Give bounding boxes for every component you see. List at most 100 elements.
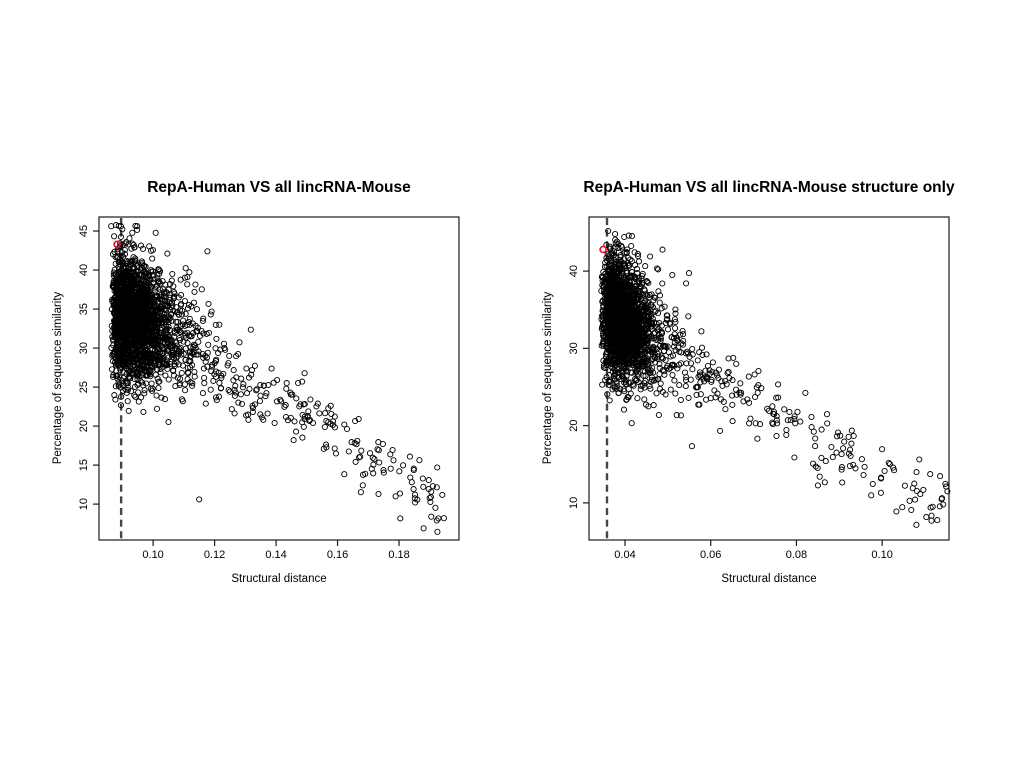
scatter-point (607, 348, 615, 355)
scatter-point (126, 235, 133, 242)
scatter-point (374, 446, 381, 453)
scatter-point (681, 369, 689, 376)
scatter-point (265, 381, 272, 389)
scatter-point (293, 395, 300, 402)
scatter-point (164, 338, 171, 345)
scatter-point (170, 372, 178, 379)
scatter-point (200, 315, 207, 322)
scatter-point (598, 342, 605, 349)
y-tick-label: 20 (78, 420, 90, 432)
scatter-point (912, 496, 919, 503)
scatter-point (847, 446, 854, 453)
scatter-point (123, 239, 130, 246)
scatter-point (156, 355, 163, 362)
scatter-point (147, 363, 155, 370)
scatter-point (709, 359, 716, 366)
scatter-point (891, 467, 898, 474)
scatter-point (664, 362, 671, 370)
scatter-point (169, 354, 176, 361)
scatter-point (685, 313, 692, 320)
scatter-point (879, 446, 886, 453)
scatter-point (711, 387, 718, 394)
x-axis-title: Structural distance (231, 573, 326, 585)
scatter-point (647, 323, 654, 330)
scatter-point (838, 464, 845, 471)
scatter-point (143, 323, 150, 330)
scatter-point (173, 355, 180, 362)
scatter-point (321, 423, 328, 431)
scatter-point (626, 310, 633, 317)
scatter-point (123, 308, 130, 315)
scatter-point (128, 388, 135, 395)
scatter-point (639, 272, 646, 280)
scatter-point (783, 426, 790, 434)
scatter-point (184, 340, 191, 347)
scatter-point (201, 374, 208, 381)
scatter-point (228, 406, 235, 413)
scatter-point (654, 324, 661, 331)
scatter-point (916, 456, 923, 463)
scatter-point (110, 373, 117, 380)
scatter-point (165, 323, 172, 330)
scatter-point (672, 306, 679, 313)
scatter-point (169, 299, 176, 306)
scatter-point (375, 439, 382, 446)
scatter-point (667, 353, 674, 360)
scatter-point (281, 403, 288, 410)
scatter-point (213, 368, 220, 375)
scatter-point (168, 317, 175, 324)
scatter-point (641, 304, 649, 311)
scatter-point (131, 383, 139, 390)
scatter-point (113, 367, 120, 374)
scatter-point (115, 222, 122, 229)
scatter-point (650, 377, 657, 384)
scatter-point (375, 447, 382, 454)
scatter-point (427, 493, 434, 501)
scatter-point (420, 483, 427, 490)
scatter-point (296, 403, 303, 410)
scatter-point (287, 414, 294, 421)
scatter-point (135, 338, 142, 345)
scatter-point (117, 384, 124, 391)
scatter-point (619, 373, 626, 380)
scatter-point (755, 367, 762, 375)
scatter-point (131, 392, 138, 399)
scatter-point (636, 338, 643, 345)
scatter-point (120, 333, 127, 340)
scatter-point (181, 381, 188, 388)
scatter-point (620, 304, 627, 311)
scatter-point (621, 282, 628, 290)
scatter-point (937, 473, 944, 480)
scatter-point (696, 369, 703, 376)
scatter-point (192, 345, 199, 352)
scatter-point (694, 357, 701, 364)
scatter-point (619, 323, 626, 330)
scatter-point (833, 449, 840, 456)
scatter-point (645, 357, 652, 364)
scatter-point (238, 400, 246, 407)
scatter-point (231, 392, 238, 399)
scatter-point (205, 300, 212, 307)
scatter-point (609, 360, 616, 367)
scatter-point (698, 344, 706, 351)
scatter-point (687, 376, 694, 383)
scatter-point (659, 246, 666, 253)
scatter-point (680, 331, 687, 338)
scatter-point (621, 345, 628, 352)
scatter-point (109, 251, 117, 258)
y-tick-label: 10 (78, 498, 90, 510)
scatter-point (747, 415, 754, 422)
scatter-point (632, 262, 639, 269)
scatter-point (213, 356, 220, 363)
scatter-point (656, 299, 663, 306)
scatter-point (623, 282, 630, 289)
scatter-point (396, 468, 403, 475)
scatter-point (730, 354, 737, 361)
scatter-point (253, 387, 260, 394)
scatter-point (217, 346, 224, 353)
scatter-point (137, 242, 145, 249)
scatter-point (668, 334, 675, 341)
scatter-point (645, 300, 652, 307)
scatter-point (687, 360, 695, 367)
